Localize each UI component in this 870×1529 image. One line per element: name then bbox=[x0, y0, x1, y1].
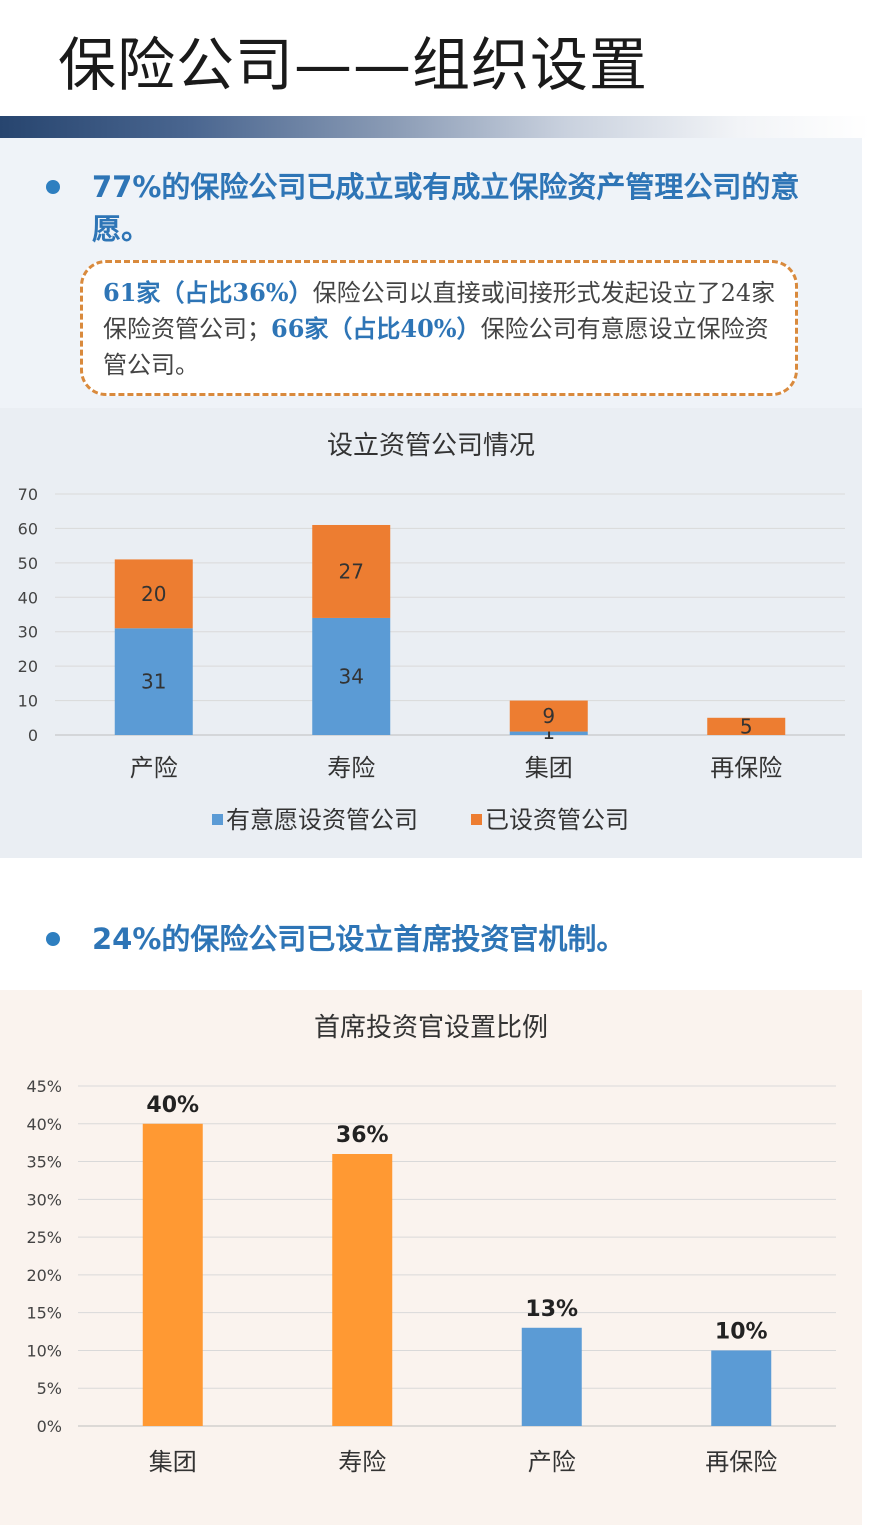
data-label: 10% bbox=[715, 1319, 768, 1344]
data-label: 31 bbox=[141, 670, 166, 694]
bar-segment bbox=[509, 731, 588, 735]
bar bbox=[711, 1350, 772, 1426]
data-label: 40% bbox=[146, 1093, 199, 1118]
section-cio: 首席投资官设置比例 0% 5% 10% 15% 20% 25% 30% 35% 40% 45% 40%… bbox=[0, 990, 862, 1525]
bar-segment bbox=[312, 617, 391, 735]
data-label: 20 bbox=[141, 582, 166, 606]
chart-asset-management-wrap: 设立资管公司情况 0 10 20 30 40 50 60 70 31 20 产险 34 27 寿险 1 9 集团 5… bbox=[0, 408, 862, 858]
y-tick-label: 60 bbox=[18, 519, 38, 538]
data-label: 9 bbox=[542, 704, 555, 728]
y-tick-label: 0 bbox=[28, 726, 38, 745]
bar-segment bbox=[312, 524, 391, 618]
y-tick-label: 50 bbox=[18, 554, 38, 573]
y-tick-label: 30 bbox=[18, 623, 38, 642]
bullet-dot-icon bbox=[46, 180, 60, 194]
data-label: 27 bbox=[339, 559, 364, 583]
y-tick-label: 20 bbox=[18, 657, 38, 676]
chart-asset-management: 设立资管公司情况0102030405060703120产险3427寿险19集团5… bbox=[18, 431, 845, 834]
y-tick-label: 0% bbox=[37, 1417, 62, 1436]
y-tick-label: 25% bbox=[26, 1228, 62, 1247]
x-tick-label: 产险 bbox=[130, 754, 178, 782]
chart-title: 设立资管公司情况 bbox=[327, 431, 535, 461]
section1-bullet-text: 77%的保险公司已成立或有成立保险资产管理公司的意愿。 bbox=[92, 170, 800, 246]
y-tick-label: 10 bbox=[18, 692, 38, 711]
y-tick-label: 40 bbox=[18, 588, 38, 607]
legend-label: 已设资管公司 bbox=[485, 806, 629, 834]
note-highlight-1: 61家（占比36%） bbox=[103, 278, 313, 307]
chart-cio-ratio: 首席投资官设置比例 0% 5% 10% 15% 20% 25% 30% 35% 40% 45% 40%… bbox=[26, 1013, 836, 1476]
bar bbox=[521, 1327, 582, 1426]
legend-label: 有意愿设资管公司 bbox=[226, 806, 418, 834]
bullet-dot-icon bbox=[46, 932, 60, 946]
x-tick-label: 集团 bbox=[525, 754, 573, 782]
x-tick-label: 寿险 bbox=[327, 754, 375, 782]
bar-segment bbox=[509, 700, 588, 732]
note-text-1: 保险公司以直接或间接形式发起设立了24家保险资管公司； bbox=[103, 279, 776, 343]
legend-swatch bbox=[471, 814, 482, 825]
x-tick-label: 集团 bbox=[149, 1448, 197, 1476]
bar bbox=[332, 1154, 393, 1426]
x-tick-label: 再保险 bbox=[705, 1448, 777, 1476]
title-gradient-bar bbox=[0, 116, 870, 138]
x-tick-label: 产险 bbox=[528, 1448, 576, 1476]
bar-segment bbox=[114, 559, 193, 629]
y-tick-label: 5% bbox=[37, 1379, 62, 1398]
section2-bullet-text: 24%的保险公司已设立首席投资官机制。 bbox=[92, 922, 626, 956]
y-tick-label: 20% bbox=[26, 1266, 62, 1285]
data-label: 36% bbox=[336, 1123, 389, 1148]
page-title: 保险公司——组织设置 bbox=[58, 31, 649, 99]
y-tick-label: 10% bbox=[26, 1341, 62, 1360]
x-tick-label: 寿险 bbox=[338, 1448, 386, 1476]
y-tick-label: 40% bbox=[26, 1115, 62, 1134]
y-tick-label: 45% bbox=[26, 1077, 62, 1096]
y-tick-label: 15% bbox=[26, 1304, 62, 1323]
data-label: 5 bbox=[740, 714, 753, 738]
note-text-2: 保险公司有意愿设立保险资管公司。 bbox=[103, 315, 769, 379]
legend-swatch bbox=[212, 814, 223, 825]
y-tick-label: 35% bbox=[26, 1153, 62, 1172]
y-tick-label: 30% bbox=[26, 1190, 62, 1209]
data-label: 34 bbox=[339, 664, 364, 688]
bar bbox=[142, 1123, 203, 1426]
x-tick-label: 再保险 bbox=[710, 754, 782, 782]
y-tick-label: 70 bbox=[18, 485, 38, 504]
chart-title: 首席投资官设置比例 bbox=[314, 1013, 548, 1043]
data-label: 13% bbox=[525, 1297, 578, 1322]
note-box: 61家（占比36%）保险公司以直接或间接形式发起设立了24家保险资管公司；66家… bbox=[80, 260, 798, 396]
bar-segment bbox=[707, 717, 786, 735]
note-text: 61家（占比36%）保险公司以直接或间接形式发起设立了24家保险资管公司；66家… bbox=[103, 275, 783, 383]
note-highlight-2: 66家（占比40%） bbox=[271, 314, 481, 343]
bar-segment bbox=[114, 628, 193, 735]
